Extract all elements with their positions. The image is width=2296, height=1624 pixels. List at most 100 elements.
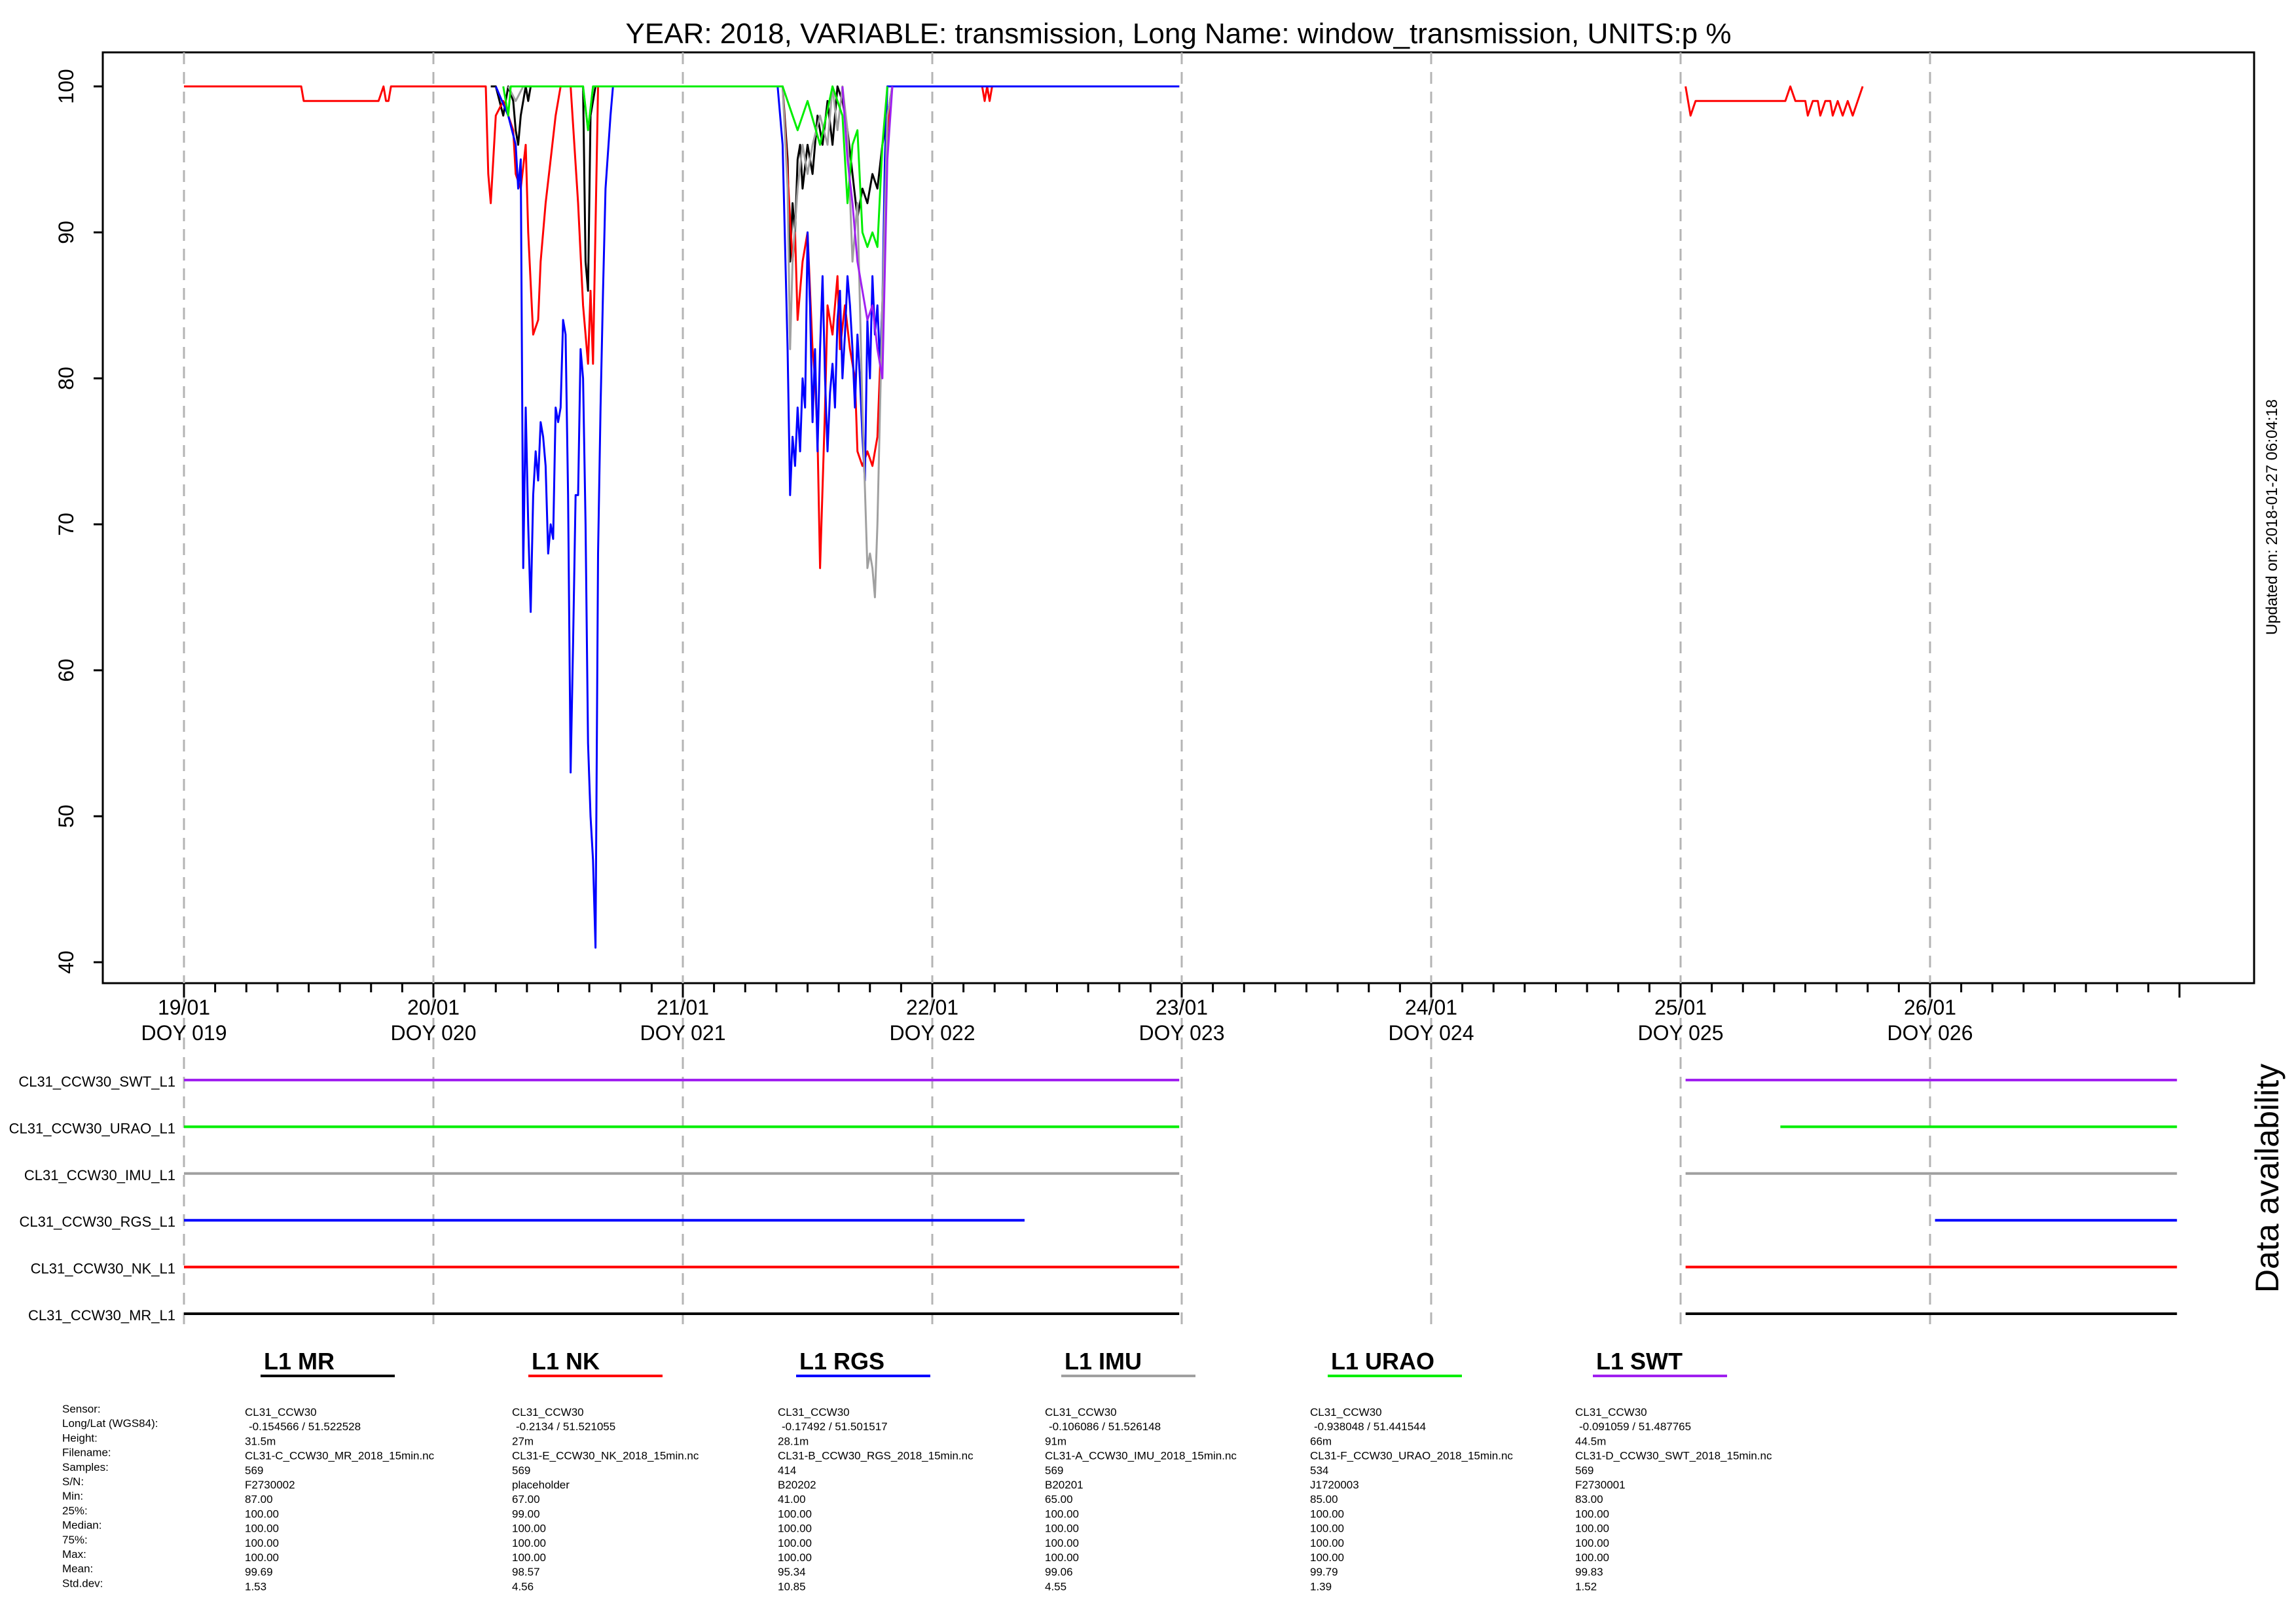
stats-row-label: 25%: [62, 1504, 88, 1517]
stats-value: 83.00 [1575, 1493, 1603, 1506]
x-tick-doy: DOY 026 [1887, 1021, 1973, 1045]
stats-value: CL31_CCW30 [778, 1406, 850, 1418]
stats-value: 28.1m [778, 1435, 809, 1447]
legend-entry-title: L1 MR [264, 1348, 335, 1375]
stats-value: CL31-C_CCW30_MR_2018_15min.nc [245, 1450, 435, 1462]
availability-label: CL31_CCW30_NK_L1 [31, 1261, 175, 1277]
x-tick-date: 21/01 [657, 996, 709, 1019]
stats-value: CL31_CCW30 [512, 1406, 584, 1418]
stats-value: CL31_CCW30 [1575, 1406, 1647, 1418]
stats-value: 1.52 [1575, 1580, 1597, 1593]
stats-value: 414 [778, 1464, 796, 1477]
stats-value: F2730002 [245, 1479, 295, 1491]
stats-value: 100.00 [245, 1523, 279, 1535]
y-tick-label: 80 [54, 367, 78, 390]
x-tick-date: 22/01 [906, 996, 958, 1019]
plot-frame [101, 51, 2255, 984]
stats-value: CL31-B_CCW30_RGS_2018_15min.nc [778, 1450, 974, 1462]
series-line-5 [841, 86, 894, 380]
stats-value: -0.106086 / 51.526148 [1049, 1420, 1161, 1433]
stats-value: 100.00 [1045, 1551, 1079, 1564]
stats-value: 44.5m [1575, 1435, 1606, 1447]
updated-timestamp: Updated on: 2018-01-27 06:04:18 [2263, 399, 2281, 635]
stats-value: 100.00 [1045, 1537, 1079, 1549]
stats-value: B20201 [1045, 1479, 1084, 1491]
y-tick-label: 90 [54, 221, 78, 244]
stats-row-label: Filename: [62, 1447, 111, 1459]
series-line-2 [494, 85, 1180, 949]
stats-row-label: 75%: [62, 1534, 88, 1546]
x-tick-doy: DOY 019 [141, 1021, 227, 1045]
stats-value: CL31-E_CCW30_NK_2018_15min.nc [512, 1450, 699, 1462]
stats-row-label: Min: [62, 1490, 83, 1502]
stats-value: 99.69 [245, 1566, 273, 1578]
x-tick-date: 25/01 [1654, 996, 1707, 1019]
x-tick-date: 24/01 [1405, 996, 1457, 1019]
stats-value: 4.55 [1045, 1580, 1066, 1593]
stats-row-label: Std.dev: [62, 1577, 103, 1589]
y-tick-label: 50 [54, 804, 78, 828]
stats-value: 65.00 [1045, 1493, 1073, 1506]
x-tick-date: 26/01 [1904, 996, 1956, 1019]
x-tick-date: 23/01 [1156, 996, 1208, 1019]
legend-entry-title: L1 URAO [1331, 1348, 1434, 1375]
stats-value: -0.2134 / 51.521055 [516, 1420, 615, 1433]
stats-value: CL31-F_CCW30_URAO_2018_15min.nc [1310, 1450, 1513, 1462]
series-line-1 [184, 85, 1180, 569]
stats-value: 100.00 [1575, 1507, 1609, 1520]
stats-value: 99.83 [1575, 1566, 1603, 1578]
stats-value: 87.00 [245, 1493, 273, 1506]
station-statistics: Sensor: Long/Lat (WGS84): Height: Filename:… [62, 1403, 1772, 1593]
x-tick-doy: DOY 024 [1388, 1021, 1474, 1045]
chart-title: YEAR: 2018, VARIABLE: transmission, Long… [626, 18, 1732, 50]
y-tick-label: 40 [54, 950, 78, 974]
stats-row-label: Sensor: [62, 1403, 101, 1415]
stats-value: -0.154566 / 51.522528 [249, 1420, 361, 1433]
stats-value: 100.00 [245, 1551, 279, 1564]
stats-value: 100.00 [1045, 1507, 1079, 1520]
stats-value: -0.938048 / 51.441544 [1314, 1420, 1426, 1433]
series-line-1 [1685, 85, 1864, 117]
y-axis: 40 50 60 70 80 90 100 [54, 69, 103, 974]
y-tick-label: 70 [54, 513, 78, 536]
stats-value: 100.00 [1575, 1523, 1609, 1535]
stats-value: 67.00 [512, 1493, 540, 1506]
stats-value: placeholder [512, 1479, 570, 1491]
stats-value: 27m [512, 1435, 534, 1447]
stats-value: 41.00 [778, 1493, 806, 1506]
day-gridlines [183, 52, 1931, 1330]
stats-value: 569 [512, 1464, 530, 1477]
stats-value: 100.00 [512, 1537, 546, 1549]
x-tick-date: 20/01 [407, 996, 460, 1019]
stats-value: 66m [1310, 1435, 1332, 1447]
x-tick-date: 19/01 [158, 996, 210, 1019]
stats-value: 99.00 [512, 1507, 540, 1520]
stats-value: 569 [1045, 1464, 1063, 1477]
series-line-4 [502, 85, 888, 248]
x-tick-doy: DOY 021 [640, 1021, 725, 1045]
stats-row-label: Median: [62, 1519, 101, 1532]
stats-row-label: Max: [62, 1548, 86, 1561]
station-legend: L1 MR L1 NK L1 RGS L1 IMU L1 URAO L1 SWT [261, 1348, 1727, 1377]
stats-value: CL31-D_CCW30_SWT_2018_15min.nc [1575, 1450, 1772, 1462]
availability-label: CL31_CCW30_RGS_L1 [20, 1214, 175, 1230]
stats-value: 95.34 [778, 1566, 806, 1578]
stats-row-label: Mean: [62, 1562, 93, 1575]
stats-value: 100.00 [778, 1507, 812, 1520]
stats-value: 1.39 [1310, 1580, 1332, 1593]
stats-value: 1.53 [245, 1580, 266, 1593]
y-tick-label: 60 [54, 659, 78, 682]
stats-value: 534 [1310, 1464, 1328, 1477]
stats-value: 100.00 [778, 1537, 812, 1549]
availability-label: CL31_CCW30_URAO_L1 [9, 1120, 175, 1136]
legend-entry-title: L1 RGS [799, 1348, 884, 1375]
stats-row-label: Long/Lat (WGS84): [62, 1417, 158, 1430]
stats-row-label: Height: [62, 1432, 98, 1444]
stats-value: 100.00 [778, 1551, 812, 1564]
stats-value: CL31_CCW30 [245, 1406, 317, 1418]
stats-value: 91m [1045, 1435, 1066, 1447]
stats-value: 569 [245, 1464, 263, 1477]
series-lines [184, 85, 1864, 949]
